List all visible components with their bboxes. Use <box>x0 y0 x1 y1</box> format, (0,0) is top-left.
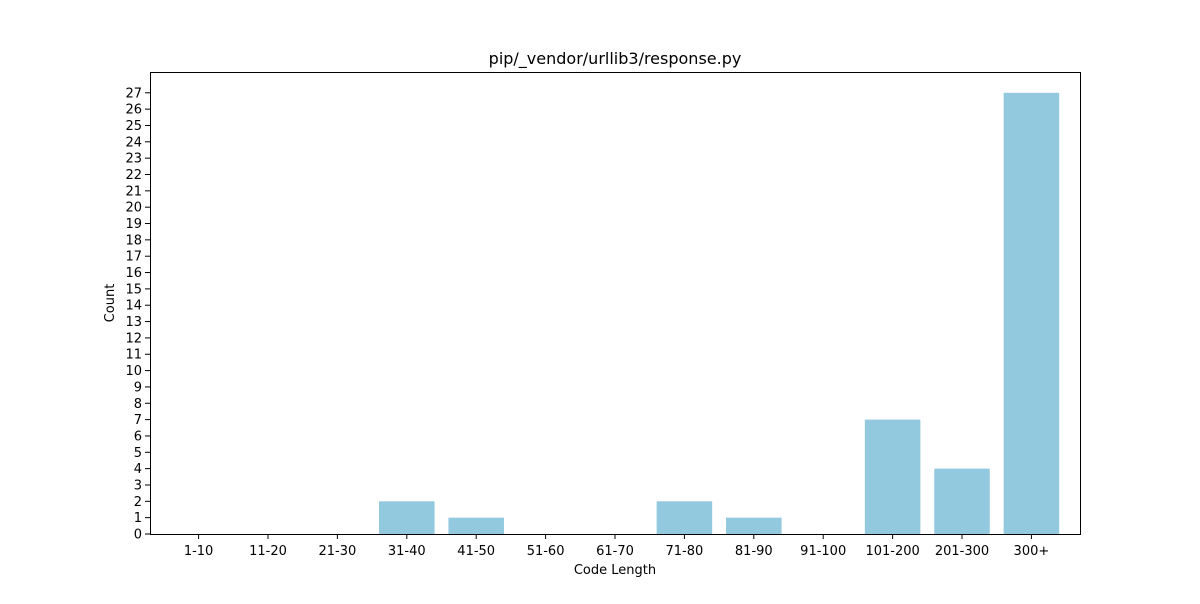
x-axis: 1-10 11-20 21-30 31-40 41-50 51-60 61-70 71-80 8… <box>184 534 1049 559</box>
x-tick-label: 1-10 <box>184 544 214 559</box>
x-tick-label: 91-100 <box>800 544 846 559</box>
bar-31-40 <box>379 501 435 534</box>
x-tick-label: 31-40 <box>388 544 426 559</box>
y-tick-label: 27 <box>125 86 142 101</box>
x-axis-label: Code Length <box>574 563 656 578</box>
chart-title: pip/_vendor/urllib3/response.py <box>489 49 742 69</box>
bar-201-300 <box>934 468 990 534</box>
y-axis-label: Count <box>103 284 118 323</box>
bar-71-80 <box>656 501 713 534</box>
bar-300+ <box>1003 92 1060 534</box>
bar-81-90 <box>726 517 782 534</box>
x-tick-label: 201-300 <box>935 544 989 559</box>
x-tick-label: 101-200 <box>865 544 919 559</box>
x-tick-label: 61-70 <box>596 544 634 559</box>
y-tick-label: 7 <box>134 413 142 428</box>
y-tick-label: 15 <box>125 282 142 297</box>
x-tick-label: 41-50 <box>457 544 495 559</box>
bar-41-50 <box>448 517 504 534</box>
y-tick-label: 23 <box>125 152 142 167</box>
y-tick-label: 25 <box>125 119 142 134</box>
y-tick-label: 1 <box>134 511 142 526</box>
y-tick-label: 0 <box>134 528 142 543</box>
x-tick-label: 71-80 <box>666 544 704 559</box>
y-tick-label: 19 <box>125 217 142 232</box>
y-tick-label: 12 <box>125 331 142 346</box>
bars <box>379 92 1060 534</box>
y-tick-label: 24 <box>125 135 142 150</box>
y-tick-label: 21 <box>125 184 142 199</box>
y-tick-label: 13 <box>125 315 142 330</box>
x-tick-label: 21-30 <box>318 544 356 559</box>
x-tick-label: 81-90 <box>735 544 773 559</box>
y-tick-label: 16 <box>125 266 142 281</box>
y-tick-label: 20 <box>125 201 142 216</box>
y-tick-label: 4 <box>134 462 142 477</box>
y-tick-label: 17 <box>125 250 142 265</box>
x-tick-label: 11-20 <box>249 544 287 559</box>
y-tick-label: 3 <box>134 478 142 493</box>
plot-frame <box>150 72 1081 535</box>
y-tick-label: 10 <box>125 364 142 379</box>
y-tick-label: 18 <box>125 233 142 248</box>
y-tick-label: 5 <box>134 446 142 461</box>
y-tick-label: 11 <box>125 348 142 363</box>
y-tick-label: 14 <box>125 299 142 314</box>
y-tick-label: 26 <box>125 103 142 118</box>
y-axis: 0123456789101112131415161718192021222324… <box>125 86 150 543</box>
y-tick-label: 2 <box>134 495 142 510</box>
y-tick-label: 6 <box>134 429 142 444</box>
y-tick-label: 8 <box>134 397 142 412</box>
bar-101-200 <box>864 419 921 534</box>
x-tick-label: 300+ <box>1014 544 1050 559</box>
y-tick-label: 9 <box>134 380 142 395</box>
x-tick-label: 51-60 <box>527 544 565 559</box>
y-tick-label: 22 <box>125 168 142 183</box>
